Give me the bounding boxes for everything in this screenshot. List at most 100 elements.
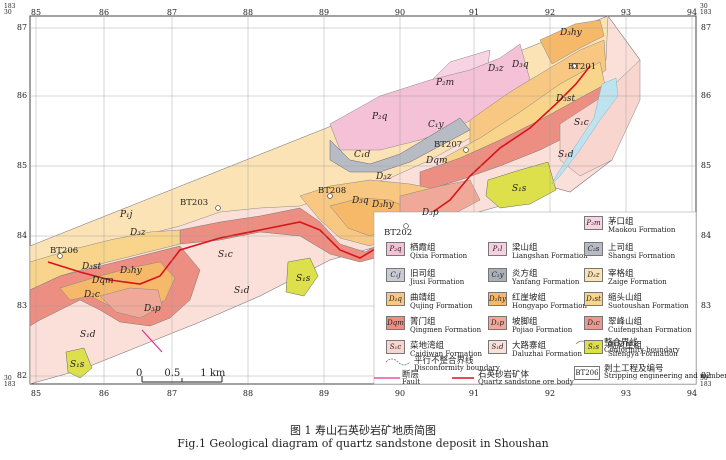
legend-swatch: D₂q xyxy=(386,292,405,306)
legend-swatch: D₃z xyxy=(584,268,603,282)
legend-swatch: S₁s xyxy=(584,340,603,354)
legend-panel xyxy=(373,211,697,385)
corner-label-tl: 183 30 xyxy=(4,3,16,16)
region-label: D₃z xyxy=(488,64,504,74)
scale-bar xyxy=(141,376,223,383)
fault-line xyxy=(141,329,163,353)
legend-swatch: P₂q xyxy=(386,242,405,256)
section-marker xyxy=(327,193,333,199)
legend-name-en: Shangsi Formation xyxy=(608,252,676,260)
y-tick-label: 83 xyxy=(16,301,28,310)
section-label: BT201 xyxy=(568,62,597,72)
x-tick-label: 91 xyxy=(468,389,480,398)
region-label: Dqm xyxy=(92,276,114,286)
legend-name-zh: 茅口组 xyxy=(608,217,634,227)
y-tick-label: 87 xyxy=(16,23,28,32)
legend-name-en: Suotoushan Formation xyxy=(608,302,689,310)
x-tick-label: 94 xyxy=(686,389,698,398)
region-label: D₃q xyxy=(512,60,529,70)
legend-line-en: Fault xyxy=(402,378,421,386)
section-marker xyxy=(57,253,63,259)
legend-name-en: Yanfang Formation xyxy=(512,278,580,286)
region-label: S₁s xyxy=(512,184,527,194)
legend-swatch: S₁d xyxy=(488,340,507,354)
legend-swatch: D₁c xyxy=(584,316,603,330)
region-label: D₃hy xyxy=(560,28,582,38)
region-label: S₁s xyxy=(70,360,85,370)
legend-name-en: Zaige Formation xyxy=(608,278,667,286)
region-label: S₁d xyxy=(234,286,250,296)
x-tick-label: 92 xyxy=(544,8,556,17)
legend-name-zh: 缩头山组 xyxy=(608,293,643,303)
legend-line-code: BT206 xyxy=(574,366,600,380)
section-marker xyxy=(403,223,409,229)
legend-line-zh: 断层 xyxy=(402,370,420,380)
legend-line-en: Quartz sandstone ore body xyxy=(478,378,574,386)
y-tick-label: 82 xyxy=(16,371,28,380)
legend-name-zh: 炎方组 xyxy=(512,269,538,279)
region-label: D₃st xyxy=(556,94,576,104)
scale-label: 0 0.5 1 km xyxy=(136,368,226,379)
corner-label-bl: 30 183 xyxy=(4,375,16,388)
legend-name-en: Cuifengshan Formation xyxy=(608,326,692,334)
x-tick-label: 89 xyxy=(318,389,330,398)
x-tick-label: 86 xyxy=(98,389,110,398)
figure-caption-zh: 图 1 寿山石英砂岩矿地质简图 xyxy=(290,424,436,437)
legend-name-zh: 嘶风崖组 xyxy=(608,341,643,351)
region-label: P₁j xyxy=(120,210,133,220)
ore-body-line xyxy=(47,65,591,285)
legend-name-en: Hongyapo Formation xyxy=(512,302,587,310)
region-label: D₃hy xyxy=(120,266,142,276)
region-label: P₂m xyxy=(436,78,455,88)
x-tick-label: 88 xyxy=(242,8,254,17)
legend-name-en: Sifengya Formation xyxy=(608,350,678,358)
legend-swatch: C₁y xyxy=(488,268,507,282)
x-tick-label: 90 xyxy=(394,389,406,398)
section-marker xyxy=(215,205,221,211)
section-label: BT208 xyxy=(318,186,347,196)
x-tick-label: 91 xyxy=(468,8,480,17)
legend-swatch: C₁j xyxy=(386,268,405,282)
x-tick-label: 89 xyxy=(318,8,330,17)
legend-name-zh: 宰格组 xyxy=(608,269,634,279)
region-label: S₁d xyxy=(558,150,574,160)
figure-caption-en: Fig.1 Geological diagram of quartz sands… xyxy=(177,437,549,450)
y-tick-label: 86 xyxy=(16,91,28,100)
region-label: S₁c xyxy=(218,250,233,260)
legend-name-zh: 曲靖组 xyxy=(410,293,436,303)
y-tick-label: 85 xyxy=(16,161,28,170)
legend-name-en: Caidiwan Formation xyxy=(410,350,483,358)
x-tick-label: 87 xyxy=(166,8,178,17)
legend-swatch: D₁p xyxy=(488,316,507,330)
y-tick-label: 85 xyxy=(700,161,712,170)
legend-name-zh: 梁山组 xyxy=(512,243,538,253)
legend-line-zh: 石英砂岩矿体 xyxy=(478,370,530,380)
region-label: S₁d xyxy=(80,330,96,340)
legend-name-en: Jiusi Formation xyxy=(410,278,465,286)
legend-name-en: Maokou Formation xyxy=(608,226,676,234)
legend-swatch: P₁l xyxy=(488,242,507,256)
section-label: BT207 xyxy=(434,140,463,150)
section-label: BT202 xyxy=(384,228,413,238)
legend-name-zh: 上司组 xyxy=(608,243,634,253)
y-tick-label: 86 xyxy=(700,91,712,100)
section-marker xyxy=(571,63,577,69)
x-tick-label: 85 xyxy=(30,8,42,17)
region-label: D₃q xyxy=(352,196,369,206)
x-tick-label: 93 xyxy=(620,8,632,17)
legend-name-zh: 箐门组 xyxy=(410,317,436,327)
legend-name-zh: 坡脚组 xyxy=(512,317,538,327)
region-label: S₁c xyxy=(574,118,589,128)
legend-name-en: Qujing Formation xyxy=(410,302,473,310)
legend-name-en: Daluzhai Formation xyxy=(512,350,582,358)
x-tick-label: 86 xyxy=(98,8,110,17)
legend-line-zh: 平行不整合界线 xyxy=(414,356,474,366)
legend-swatch: D₁st xyxy=(584,292,603,306)
region-label: D₃hy xyxy=(372,200,394,210)
x-tick-label: 90 xyxy=(394,8,406,17)
legend-name-en: Qingmen Formation xyxy=(410,326,482,334)
region-label: D₃p xyxy=(422,208,439,218)
legend-line-en: Disconformity boundary xyxy=(414,364,500,372)
region-label: D₃st xyxy=(82,262,102,272)
